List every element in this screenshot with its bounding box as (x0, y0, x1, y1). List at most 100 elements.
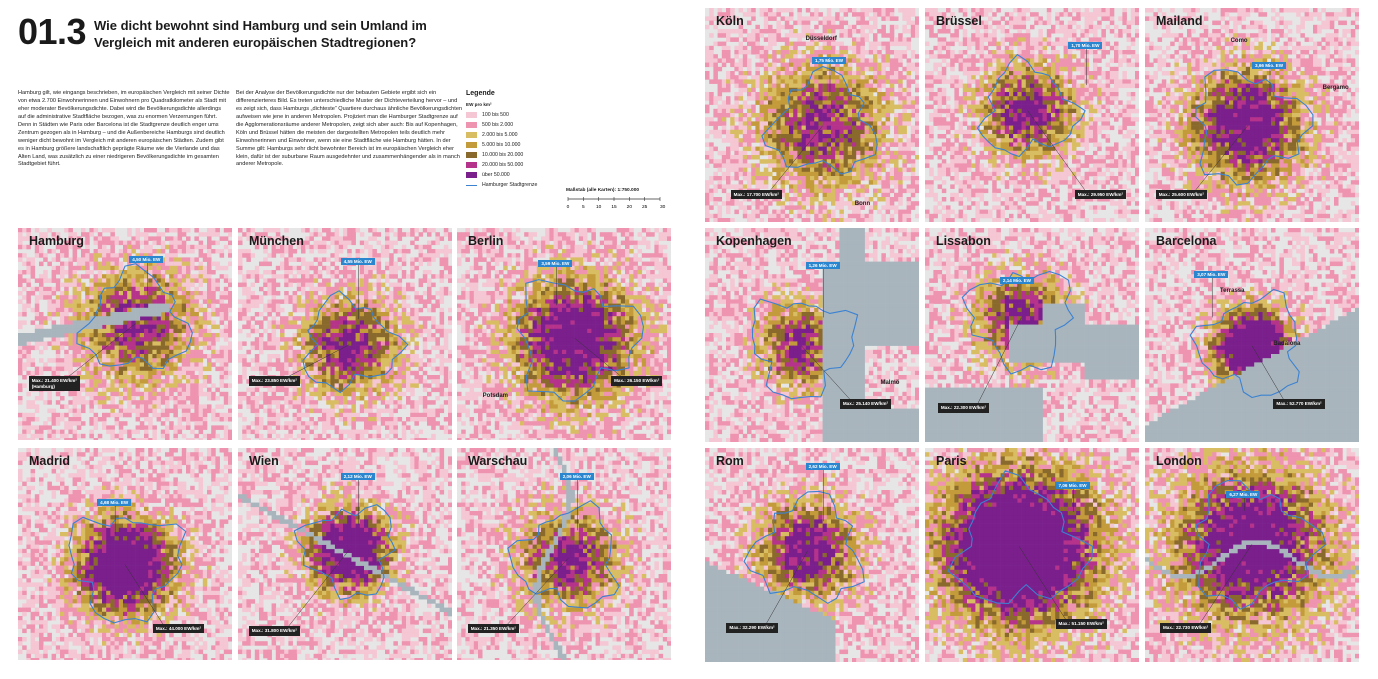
map-city-name: Brüssel (936, 14, 982, 28)
map-canvas (457, 448, 671, 660)
population-label: 2,12 Mio. EW (340, 473, 375, 481)
population-label: 2,14 Mio. EW (999, 277, 1034, 285)
hamburg-boundary-outline (976, 54, 1086, 158)
map-city-name: Hamburg (29, 234, 84, 248)
max-leader-line (770, 125, 823, 191)
legend-boundary-row: Hamburger Stadtgrenze (466, 180, 576, 190)
map-canvas (925, 8, 1139, 222)
map-city-name: München (249, 234, 304, 248)
hamburg-boundary-outline (1195, 69, 1314, 186)
population-label: 3,66 Mio. EW (1252, 61, 1287, 69)
max-density-label: Max.: 25.600 EW/km² (1155, 189, 1207, 200)
legend-row: 2.000 bis 5.000 (466, 130, 576, 140)
max-density-label: Max.: 51.150 EW/km² (1055, 619, 1107, 629)
density-map-lissabon: Lissabon 2,14 Mio. EW Max.: 22.300 EW/km² (925, 228, 1139, 442)
density-map-mailand: Mailand 3,66 Mio. EW Max.: 25.600 EW/km² Co… (1145, 8, 1359, 222)
density-map-münchen: München 4,55 Mio. EW Max.: 23.850 EW/km² (238, 228, 452, 440)
map-city-name: Köln (716, 14, 744, 28)
max-leader-line (801, 345, 851, 400)
legend-swatch (466, 172, 477, 178)
scale-bar: Maßstab (alle Karten): 1:750.000 0 5 10 15 2… (566, 188, 666, 211)
place-label: Bonn (855, 201, 870, 207)
hamburg-boundary-outline (1189, 288, 1300, 399)
max-density-label: Max.: 17.700 EW/km² (730, 189, 782, 200)
max-density-label: Max.: 21.400 EW/km² (Hamburg) (28, 376, 80, 392)
hamburg-boundary-outline (68, 516, 187, 624)
max-density-label: Max.: 31.800 EW/km² (248, 626, 300, 636)
max-leader-line (124, 564, 164, 625)
max-density-label: Max.: 25.140 EW/km² (839, 399, 892, 409)
map-canvas (18, 228, 232, 440)
population-label: 1,75 Mio. EW (812, 57, 847, 65)
scale-ruler: 0 5 10 15 20 25 30 km (567, 197, 666, 210)
map-city-name: Barcelona (1156, 234, 1216, 248)
map-canvas (238, 448, 452, 660)
population-label: 2,06 Mio. EW (559, 473, 594, 481)
legend: Legende EW pro km² 100 bis 500 500 bis 2.… (466, 90, 576, 190)
intro-text-2: Bei der Analyse der Bevölkerungsdichte n… (236, 90, 464, 169)
legend-swatch (466, 142, 477, 148)
legend-label: 20.000 bis 50.000 (482, 162, 523, 168)
intro-text-1: Hamburg gilt, wie eingangs beschrieben, … (18, 90, 230, 169)
map-canvas (1145, 228, 1359, 442)
map-canvas (925, 448, 1139, 662)
map-city-name: Lissabon (936, 234, 991, 248)
population-label: 4,55 Mio. EW (340, 257, 375, 265)
population-label: 7,06 Mio. EW (1055, 482, 1090, 490)
max-leader-line (1018, 546, 1066, 620)
legend-label: 5.000 bis 10.000 (482, 142, 520, 148)
max-leader-line (507, 558, 569, 625)
legend-row: 10.000 bis 20.000 (466, 150, 576, 160)
legend-swatch (466, 152, 477, 158)
max-leader-line (1199, 544, 1253, 624)
population-label: 4,68 Mio. EW (97, 498, 132, 506)
population-label: 6,27 Mio. EW (1226, 490, 1261, 498)
density-map-brüssel: Brüssel 1,70 Mio. EW Max.: 29.950 EW/km² (925, 8, 1139, 222)
population-label: 2,62 Mio. EW (805, 462, 840, 470)
max-leader-line (288, 344, 350, 377)
scale-tick-label: 25 (642, 204, 648, 210)
map-city-name: Berlin (468, 234, 503, 248)
density-map-barcelona: Barcelona 3,07 Mio. EW Max.: 52.770 EW/km²… (1145, 228, 1359, 442)
max-leader-line (766, 550, 808, 624)
legend-row: 20.000 bis 50.000 (466, 160, 576, 170)
max-leader-line (977, 317, 1022, 404)
hamburg-boundary-outline (1195, 479, 1327, 610)
place-label: Terrassa (1220, 288, 1245, 294)
max-density-label: Max.: 22.300 EW/km² (937, 403, 990, 413)
place-label: Bergamo (1323, 85, 1349, 91)
density-map-warschau: Warschau 2,06 Mio. EW Max.: 21.350 EW/km² (457, 448, 671, 660)
legend-swatch (466, 132, 477, 138)
place-label: Como (1231, 38, 1248, 44)
max-leader-line (1027, 110, 1086, 191)
density-map-london: London 6,27 Mio. EW Max.: 22.730 EW/km² (1145, 448, 1359, 662)
map-city-name: London (1156, 454, 1202, 468)
max-leader-line (1195, 125, 1248, 191)
density-map-rom: Rom 2,62 Mio. EW Max.: 32.290 EW/km² (705, 448, 919, 662)
density-map-wien: Wien 2,12 Mio. EW Max.: 31.800 EW/km² (238, 448, 452, 660)
legend-label: 100 bis 500 (482, 112, 509, 118)
density-map-berlin: Berlin 3,59 Mio. EW Max.: 26.150 EW/km² Pot… (457, 228, 671, 440)
map-city-name: Kopenhagen (716, 234, 792, 248)
map-city-name: Wien (249, 454, 279, 468)
legend-swatch (466, 112, 477, 118)
legend-label: über 50.000 (482, 172, 510, 178)
population-label: 3,07 Mio. EW (1194, 270, 1229, 278)
legend-title: Legende (466, 90, 576, 97)
max-density-label: Max.: 23.850 EW/km² (248, 376, 300, 386)
max-leader-line (288, 549, 350, 627)
legend-row: über 50.000 (466, 170, 576, 180)
map-city-name: Rom (716, 454, 744, 468)
scale-tick-label: 15 (611, 204, 617, 210)
hamburg-boundary-outline (761, 65, 878, 175)
scale-tick-label: 30 km (660, 204, 666, 210)
max-density-label: Max.: 26.150 EW/km² (611, 376, 663, 386)
density-map-kopenhagen: Kopenhagen 1,26 Mio. EW Max.: 25.140 EW/km… (705, 228, 919, 442)
density-map-paris: Paris 7,06 Mio. EW Max.: 51.150 EW/km² (925, 448, 1139, 662)
legend-row: 100 bis 500 (466, 110, 576, 120)
map-canvas (705, 228, 919, 442)
max-density-label: Max.: 21.350 EW/km² (467, 623, 519, 634)
hamburg-boundary-outline (507, 500, 620, 609)
max-leader-line (574, 338, 622, 377)
map-canvas (705, 448, 919, 662)
